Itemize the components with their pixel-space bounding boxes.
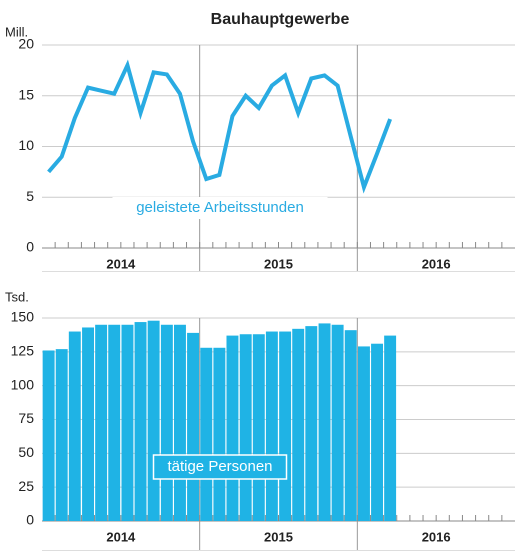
y-tick-label: 125: [11, 343, 35, 359]
bar: [344, 330, 357, 521]
bar: [55, 349, 68, 521]
y-tick-label: 5: [26, 188, 34, 204]
annotation: tätige Personen: [167, 458, 272, 475]
x-tick-label: 2016: [422, 256, 451, 271]
bar: [200, 347, 213, 521]
y-tick-label: 10: [18, 137, 34, 153]
bar: [173, 324, 186, 521]
x-tick-label: 2014: [106, 256, 136, 271]
y-axis-unit: Mill.: [5, 24, 28, 39]
y-tick-label: 50: [18, 444, 34, 460]
bar: [95, 324, 108, 521]
bar: [160, 324, 173, 521]
bar: [371, 343, 384, 521]
x-tick-label: 2016: [422, 529, 451, 544]
annotation-bg: [112, 197, 328, 219]
x-tick-label: 2015: [264, 529, 293, 544]
y-tick-label: 0: [26, 512, 34, 528]
y-tick-label: 0: [26, 239, 34, 255]
annotation: geleistete Arbeitsstunden: [136, 199, 304, 216]
bar: [305, 326, 318, 521]
chart-title: Bauhauptgewerbe: [211, 11, 350, 28]
bar: [226, 335, 239, 521]
bar: [187, 332, 200, 521]
bar: [213, 347, 226, 521]
y-tick-label: 25: [18, 478, 34, 494]
line: [47, 59, 392, 194]
y-tick-label: 75: [18, 410, 34, 426]
y-axis-unit: Tsd.: [5, 289, 29, 304]
bar: [147, 320, 160, 521]
annotation-bg: [152, 454, 288, 480]
x-tick-label: 2014: [106, 529, 136, 544]
bar: [42, 350, 55, 521]
bar: [292, 328, 305, 521]
x-tick-label: 2015: [264, 256, 293, 271]
y-tick-label: 150: [11, 309, 35, 325]
bar: [279, 331, 292, 521]
bar: [252, 334, 265, 521]
bar: [384, 335, 397, 521]
bar: [108, 324, 121, 521]
bar: [318, 323, 331, 521]
bar: [121, 324, 134, 521]
bar: [331, 324, 344, 521]
bar: [357, 346, 370, 521]
y-tick-label: 15: [18, 86, 34, 102]
bar: [239, 334, 252, 521]
bar: [68, 331, 81, 521]
y-tick-label: 100: [11, 376, 35, 392]
y-tick-label: 20: [18, 36, 34, 52]
bar: [82, 327, 95, 521]
bar: [265, 331, 278, 521]
bar: [134, 322, 147, 521]
